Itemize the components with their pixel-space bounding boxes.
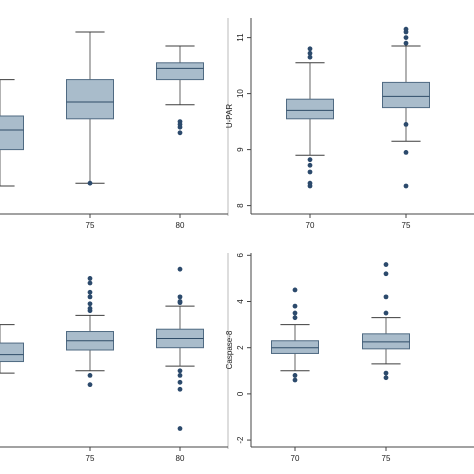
chart-panel-top-right: 8 9 10 11 U-PAR 70 75 <box>225 18 474 230</box>
outlier-point <box>177 368 183 374</box>
x-tick-label: 75 <box>382 454 391 463</box>
outlier-point <box>383 370 389 376</box>
box-75 <box>362 262 410 381</box>
box-80 <box>156 45 204 136</box>
outlier-point <box>87 276 93 281</box>
y-tick-label: -2 <box>236 436 245 444</box>
interquartile-box <box>0 115 24 151</box>
y-tick-label: 8 <box>236 203 245 208</box>
outlier-point <box>403 183 409 189</box>
outlier-point <box>177 300 183 306</box>
outlier-point <box>403 35 409 40</box>
interquartile-box <box>0 342 24 363</box>
outlier-point <box>307 46 313 52</box>
outlier-point <box>177 266 183 272</box>
outlier-point <box>292 377 298 383</box>
y-axis-label: U-PAR <box>225 104 234 129</box>
y-tick-label: 10 <box>236 89 245 98</box>
outlier-point <box>87 294 93 300</box>
outlier-point <box>307 183 313 189</box>
outlier-point <box>403 122 409 127</box>
outlier-point <box>383 310 389 316</box>
x-tick-label: 75 <box>402 221 411 230</box>
x-tick-label: 70 <box>291 454 300 463</box>
outlier-point <box>177 294 183 300</box>
outlier-point <box>177 379 183 385</box>
interquartile-box <box>382 81 430 109</box>
box-70 <box>271 287 319 383</box>
outlier-point <box>177 124 183 130</box>
y-tick-label: 6 <box>236 253 245 258</box>
outlier-point <box>307 54 313 60</box>
outlier-point <box>307 169 313 175</box>
outlier-point <box>383 375 389 381</box>
outlier-point <box>292 373 298 378</box>
box-70 <box>286 46 334 189</box>
outlier-point <box>87 301 93 307</box>
box-80 <box>156 266 204 431</box>
outlier-point <box>177 426 183 431</box>
x-tick-label: 70 <box>306 221 315 230</box>
outlier-point <box>307 162 313 168</box>
outlier-point <box>177 130 183 136</box>
chart-panel-top-left: 75 80 <box>0 18 229 230</box>
outlier-point <box>307 157 313 163</box>
outlier-point <box>87 180 93 186</box>
outlier-point <box>177 373 183 378</box>
y-tick-label: 2 <box>236 345 245 350</box>
outlier-point <box>383 271 389 277</box>
interquartile-box <box>156 62 204 81</box>
outlier-point <box>383 262 389 267</box>
y-tick-label: 11 <box>236 33 245 42</box>
interquartile-box <box>362 333 410 350</box>
x-tick-label: 80 <box>176 221 185 230</box>
interquartile-box <box>66 79 114 120</box>
outlier-point <box>383 294 389 300</box>
outlier-point <box>87 382 93 388</box>
outlier-point <box>292 315 298 321</box>
box-75 <box>66 31 114 186</box>
x-tick-label: 75 <box>86 454 95 463</box>
outlier-point <box>87 289 93 295</box>
outlier-point <box>307 50 313 56</box>
outlier-point <box>403 29 409 35</box>
outlier-point <box>87 308 93 314</box>
box-partial <box>0 324 24 374</box>
outlier-point <box>87 280 93 286</box>
box-75 <box>66 276 114 388</box>
box-75 <box>382 26 430 189</box>
chart-panel-bottom-left: 75 80 <box>0 253 229 463</box>
y-tick-label: 4 <box>236 299 245 304</box>
outlier-point <box>177 386 183 392</box>
outlier-point <box>292 310 298 316</box>
x-tick-label: 75 <box>86 221 95 230</box>
interquartile-box <box>286 98 334 120</box>
y-tick-label: 0 <box>236 391 245 396</box>
y-axis-label: Caspase-8 <box>225 330 234 369</box>
outlier-point <box>292 287 298 293</box>
chart-panel-bottom-right: -2 0 2 4 6 Caspase-8 70 75 <box>225 253 474 463</box>
outlier-point <box>292 303 298 309</box>
outlier-point <box>403 150 409 155</box>
outlier-point <box>87 373 93 378</box>
box-partial <box>0 79 24 187</box>
outlier-point <box>403 40 409 46</box>
x-tick-label: 80 <box>176 454 185 463</box>
y-tick-label: 9 <box>236 147 245 152</box>
interquartile-box <box>271 340 319 354</box>
